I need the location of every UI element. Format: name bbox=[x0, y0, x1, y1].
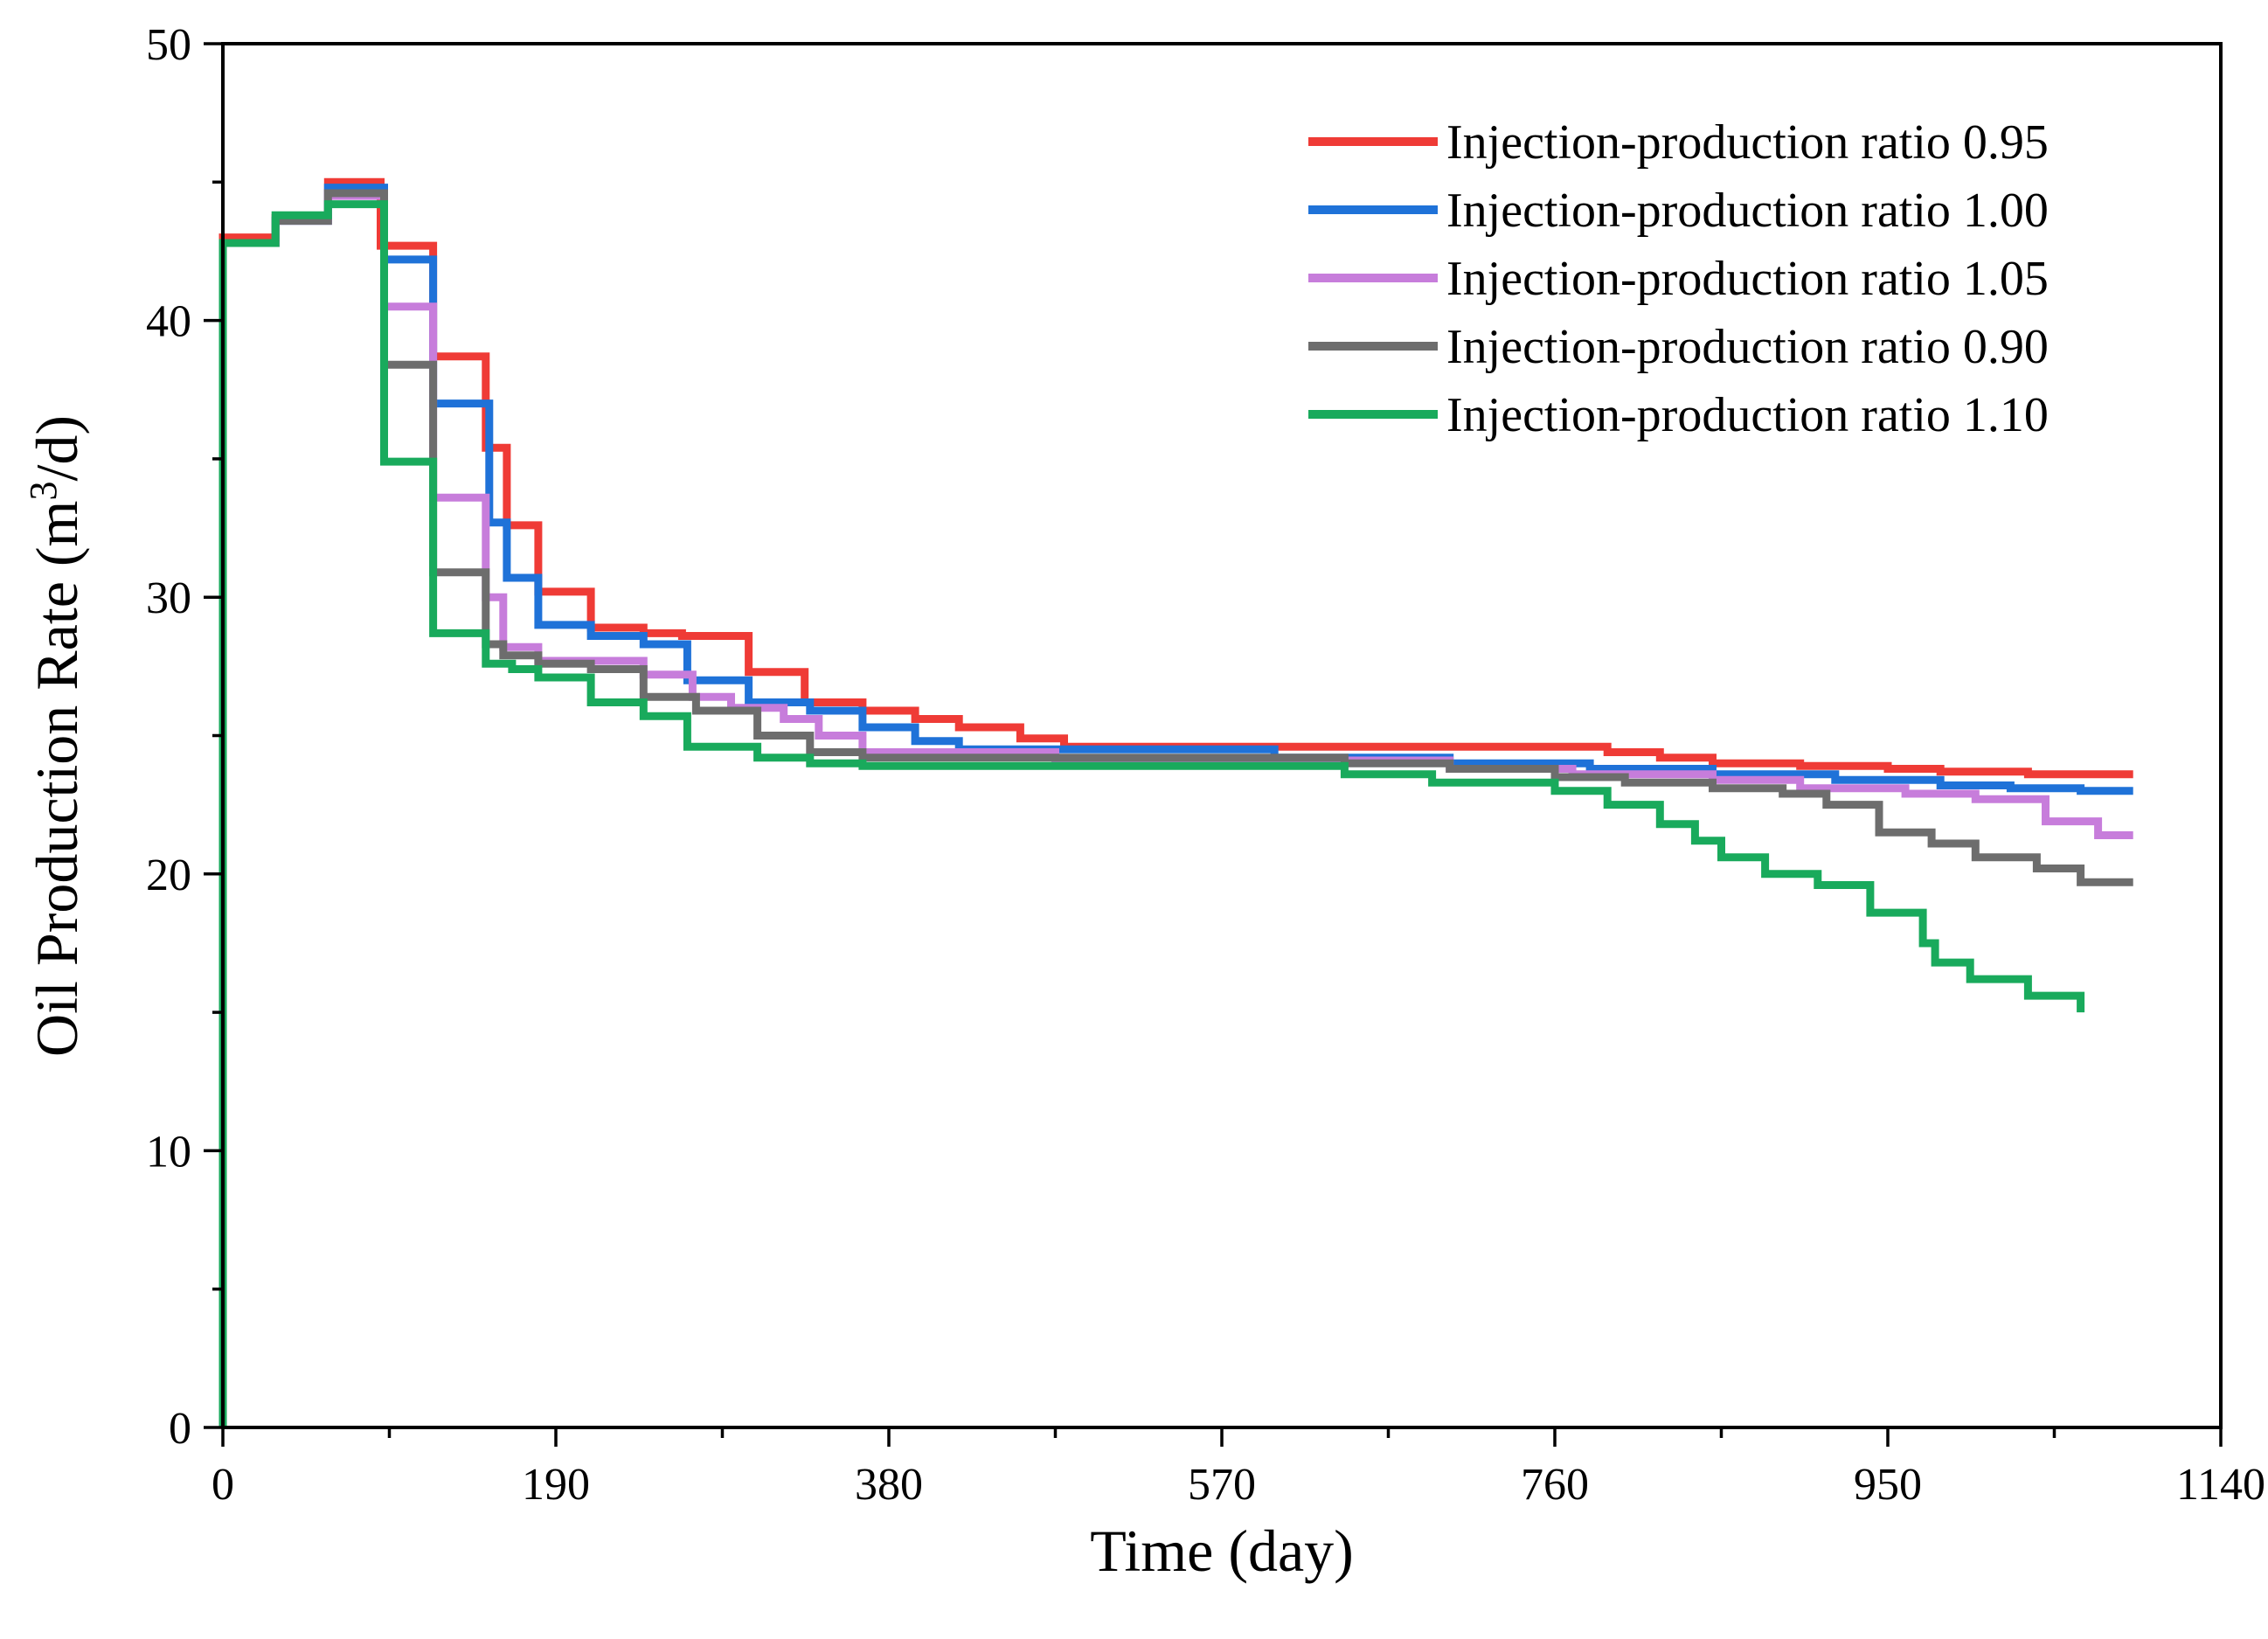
tick-layer: 0 190 380 570 760 950 1140 0 10 20 30 40 50 bbox=[146, 20, 2265, 1510]
y-axis-title-tail: /d) bbox=[24, 415, 90, 482]
y-tick-label: 40 bbox=[146, 297, 191, 347]
x-tick-label: 0 bbox=[212, 1460, 234, 1510]
x-tick-label: 760 bbox=[1521, 1460, 1589, 1510]
y-tick-label: 20 bbox=[146, 851, 191, 900]
x-tick-label: 570 bbox=[1188, 1460, 1256, 1510]
y-tick-label: 10 bbox=[146, 1127, 191, 1177]
y-axis-title-main: Oil Production Rate (m bbox=[24, 501, 90, 1057]
series-line-5 bbox=[218, 200, 2085, 1427]
series-line-2 bbox=[218, 184, 2133, 1427]
legend-label-2: Injection-production ratio 1.00 bbox=[1446, 184, 2049, 238]
legend: Injection-production ratio 0.95 Injection… bbox=[1308, 115, 2049, 442]
x-tick-label: 1140 bbox=[2176, 1460, 2265, 1510]
legend-label-1: Injection-production ratio 0.95 bbox=[1446, 115, 2049, 170]
y-tick-label: 50 bbox=[146, 20, 191, 70]
legend-label-3: Injection-production ratio 1.05 bbox=[1446, 252, 2049, 306]
y-axis-title-sup: 3 bbox=[22, 482, 65, 501]
x-tick-label: 950 bbox=[1854, 1460, 1922, 1510]
x-tick-label: 190 bbox=[522, 1460, 590, 1510]
x-axis-title: Time (day) bbox=[1090, 1517, 1354, 1584]
series-line-3 bbox=[218, 191, 2133, 1427]
legend-label-5: Injection-production ratio 1.10 bbox=[1446, 388, 2049, 442]
y-axis-title: Oil Production Rate (m3/d) bbox=[22, 415, 91, 1057]
series-layer bbox=[218, 177, 2133, 1427]
legend-label-4: Injection-production ratio 0.90 bbox=[1446, 320, 2049, 374]
y-tick-label: 30 bbox=[146, 573, 191, 623]
x-tick-label: 380 bbox=[855, 1460, 923, 1510]
y-tick-label: 0 bbox=[169, 1404, 191, 1454]
series-line-4 bbox=[218, 189, 2133, 1427]
